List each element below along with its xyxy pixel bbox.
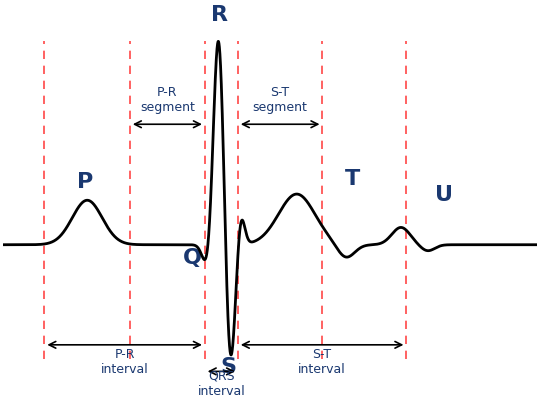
Text: P-R
interval: P-R interval [101,348,148,376]
Text: U: U [435,184,453,204]
Text: T: T [345,169,361,189]
Text: S-T
segment: S-T segment [253,86,308,114]
Text: S: S [220,357,237,377]
Text: Q: Q [183,248,201,268]
Text: S-T
interval: S-T interval [298,348,346,376]
Text: P-R
segment: P-R segment [140,86,195,114]
Text: P: P [78,172,94,192]
Text: R: R [211,5,228,25]
Text: QRS
interval: QRS interval [198,370,245,398]
